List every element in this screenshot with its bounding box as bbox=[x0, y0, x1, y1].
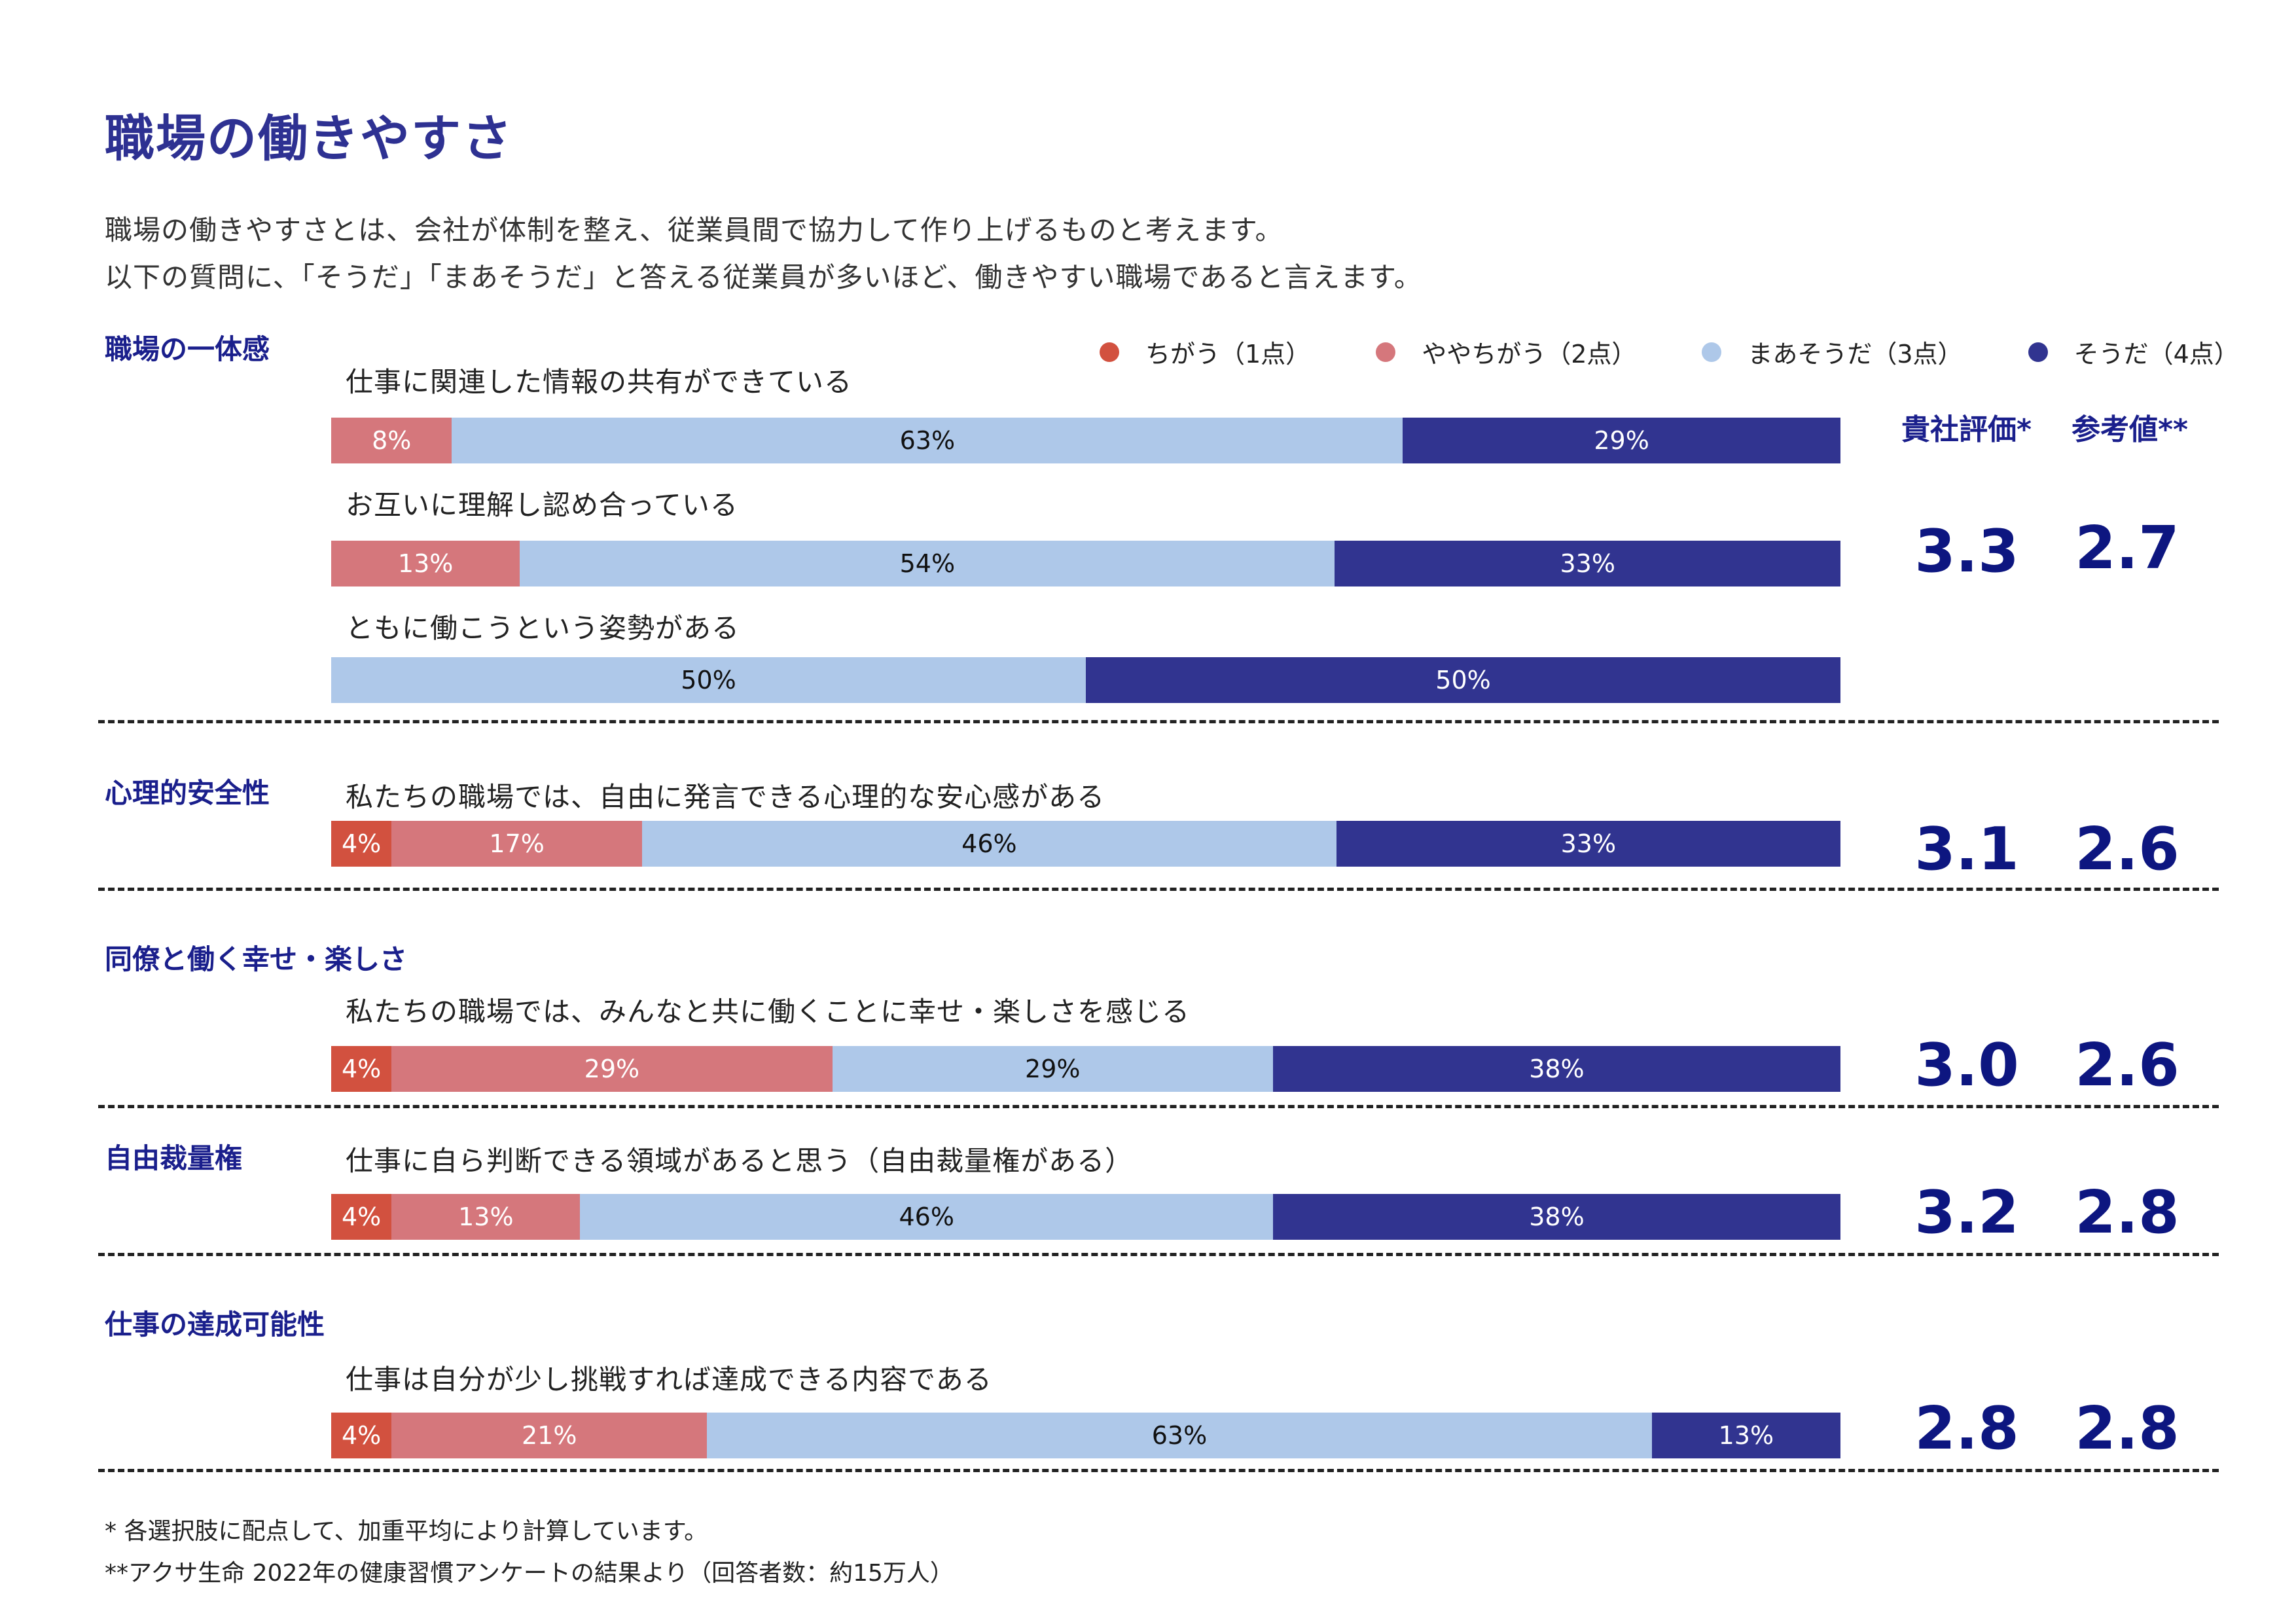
segment-somewhat-agree: 29% bbox=[832, 1046, 1273, 1092]
legend-item-2: ややちがう（2点） bbox=[1376, 334, 1636, 370]
footnote-1: * 各選択肢に配点して、加重平均により計算しています。 bbox=[105, 1518, 708, 1545]
segment-agree: 13% bbox=[1651, 1413, 1840, 1458]
intro-line-2: 以下の質問に、「そうだ」「まあそうだ」と答える従業員が多いほど、働きやすい職場で… bbox=[105, 261, 1422, 293]
company-score: 3.3 bbox=[1914, 517, 2019, 586]
section-divider bbox=[98, 720, 2219, 723]
segment-disagree: 4% bbox=[331, 1194, 392, 1240]
section-divider bbox=[98, 1253, 2219, 1256]
segment-somewhat-agree: 50% bbox=[331, 657, 1086, 703]
section-divider bbox=[98, 1105, 2219, 1108]
question-label: 仕事に関連した情報の共有ができている bbox=[346, 366, 853, 398]
company-score: 2.8 bbox=[1914, 1394, 2019, 1463]
segment-agree: 33% bbox=[1336, 821, 1840, 867]
segment-agree: 38% bbox=[1272, 1046, 1840, 1092]
reference-score: 2.8 bbox=[2075, 1394, 2179, 1463]
stacked-bar: 4% 13% 46% 38% bbox=[331, 1194, 1840, 1240]
category-label: 職場の一体感 bbox=[105, 333, 270, 365]
question-label: 仕事に自ら判断できる領域があると思う（自由裁量権がある） bbox=[346, 1145, 1134, 1177]
legend-dot-icon bbox=[1376, 342, 1396, 362]
segment-somewhat-disagree: 13% bbox=[391, 1194, 581, 1240]
segment-somewhat-agree: 46% bbox=[642, 821, 1336, 867]
page-title: 職場の働きやすさ bbox=[105, 109, 513, 168]
reference-score: 2.6 bbox=[2075, 1031, 2179, 1100]
segment-somewhat-agree: 54% bbox=[520, 541, 1335, 586]
stacked-bar: 4% 17% 46% 33% bbox=[331, 821, 1840, 867]
question-label: 私たちの職場では、みんなと共に働くことに幸せ・楽しさを感じる bbox=[346, 996, 1191, 1028]
segment-disagree: 4% bbox=[331, 1413, 392, 1458]
segment-somewhat-disagree: 17% bbox=[391, 821, 643, 867]
company-score: 3.2 bbox=[1914, 1178, 2019, 1247]
segment-somewhat-agree: 63% bbox=[707, 1413, 1652, 1458]
segment-disagree: 4% bbox=[331, 1046, 392, 1092]
footnote-2: **アクサ生命 2022年の健康習慣アンケートの結果より（回答者数：約15万人） bbox=[105, 1560, 954, 1587]
legend: ちがう（1点） ややちがう（2点） まあそうだ（3点） そうだ（4点） bbox=[1100, 334, 2296, 370]
section-divider bbox=[98, 1469, 2219, 1472]
segment-somewhat-agree: 46% bbox=[580, 1194, 1273, 1240]
legend-item-3: まあそうだ（3点） bbox=[1702, 334, 1963, 370]
segment-somewhat-disagree: 29% bbox=[391, 1046, 833, 1092]
question-label: お互いに理解し認め合っている bbox=[346, 489, 738, 521]
stacked-bar: 8% 63% 29% bbox=[331, 418, 1840, 463]
section-divider bbox=[98, 888, 2219, 891]
category-label: 同僚と働く幸せ・楽しさ bbox=[105, 943, 408, 975]
stacked-bar: 4% 29% 29% 38% bbox=[331, 1046, 1840, 1092]
segment-somewhat-disagree: 8% bbox=[331, 418, 452, 463]
segment-somewhat-disagree: 21% bbox=[391, 1413, 708, 1458]
category-label: 仕事の達成可能性 bbox=[105, 1308, 325, 1341]
stacked-bar: 13% 54% 33% bbox=[331, 541, 1840, 586]
company-score-header: 貴社評価* bbox=[1901, 413, 2032, 446]
segment-somewhat-agree: 63% bbox=[452, 418, 1403, 463]
reference-score: 2.7 bbox=[2075, 514, 2179, 583]
legend-item-1: ちがう（1点） bbox=[1100, 334, 1310, 370]
segment-disagree: 4% bbox=[331, 821, 392, 867]
legend-item-4: そうだ（4点） bbox=[2028, 334, 2239, 370]
legend-dot-icon bbox=[2028, 342, 2048, 362]
legend-dot-icon bbox=[1100, 342, 1119, 362]
category-label: 自由裁量権 bbox=[105, 1142, 243, 1174]
stacked-bar: 50% 50% bbox=[331, 657, 1840, 703]
question-label: 私たちの職場では、自由に発言できる心理的な安心感がある bbox=[346, 781, 1105, 813]
question-label: ともに働こうという姿勢がある bbox=[346, 612, 740, 644]
segment-agree: 38% bbox=[1272, 1194, 1840, 1240]
segment-agree: 33% bbox=[1335, 541, 1840, 586]
company-score: 3.0 bbox=[1914, 1031, 2019, 1100]
legend-dot-icon bbox=[1702, 342, 1722, 362]
segment-somewhat-disagree: 13% bbox=[331, 541, 520, 586]
intro-line-1: 職場の働きやすさとは、会社が体制を整え、従業員間で協力して作り上げるものと考えま… bbox=[105, 214, 1283, 246]
segment-agree: 29% bbox=[1403, 418, 1840, 463]
question-label: 仕事は自分が少し挑戦すれば達成できる内容である bbox=[346, 1363, 992, 1396]
company-score: 3.1 bbox=[1914, 815, 2019, 884]
stacked-bar: 4% 21% 63% 13% bbox=[331, 1413, 1840, 1458]
reference-score: 2.8 bbox=[2075, 1178, 2179, 1247]
reference-score: 2.6 bbox=[2075, 815, 2179, 884]
segment-agree: 50% bbox=[1086, 657, 1840, 703]
category-label: 心理的安全性 bbox=[105, 777, 270, 809]
reference-score-header: 参考値** bbox=[2072, 413, 2189, 446]
